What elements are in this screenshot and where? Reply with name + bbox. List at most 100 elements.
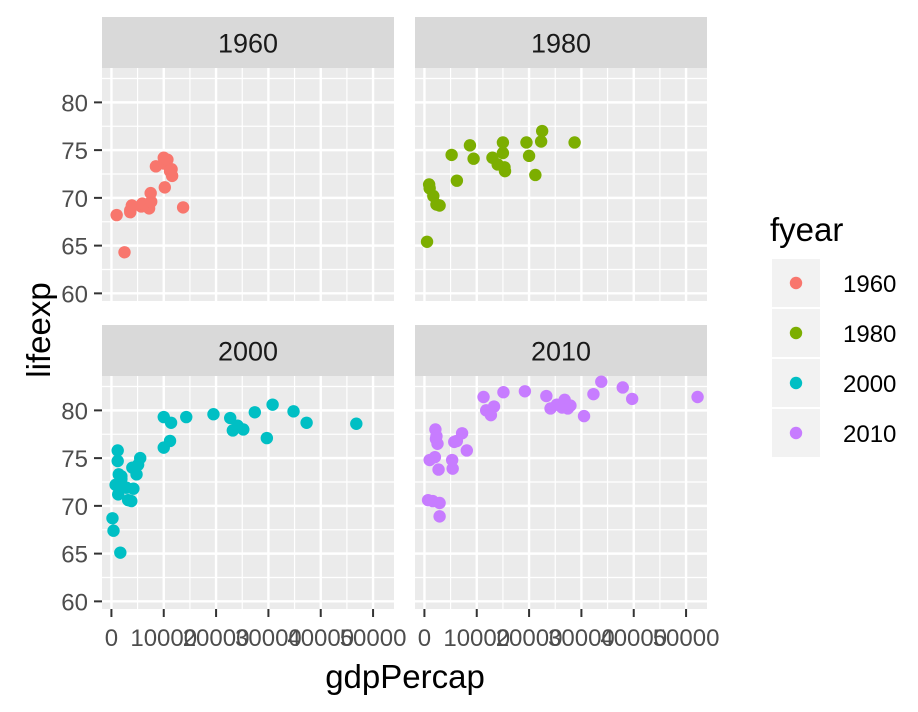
data-point: [625, 392, 639, 406]
data-point: [237, 423, 250, 436]
data-point: [176, 201, 190, 214]
data-point: [498, 164, 512, 178]
data-point: [518, 385, 532, 398]
data-point: [433, 496, 446, 510]
facet-strip: [415, 325, 707, 376]
x-tick-label: 40000: [600, 625, 667, 652]
legend-swatch: [789, 326, 803, 340]
data-point: [420, 235, 434, 248]
data-point: [144, 186, 157, 200]
data-point: [429, 423, 442, 436]
legend-label: 2000: [843, 371, 896, 398]
data-point: [124, 204, 137, 217]
y-tick-label: 70: [61, 494, 88, 521]
panel-background: [415, 376, 707, 609]
data-point: [127, 482, 140, 495]
data-point: [114, 546, 127, 559]
y-tick-label: 75: [61, 446, 88, 473]
data-point: [520, 136, 533, 149]
x-tick-label: 20000: [183, 625, 250, 652]
legend-item-2000: 2000: [772, 359, 896, 407]
data-point: [432, 463, 445, 476]
data-point: [266, 398, 279, 411]
data-point: [163, 434, 177, 448]
legend-item-2010: 2010: [772, 409, 896, 457]
facet-strip-label: 2000: [218, 337, 278, 367]
x-tick-label: 20000: [496, 625, 563, 652]
data-point: [111, 454, 124, 468]
data-point: [433, 510, 446, 523]
x-tick-label: 50000: [653, 625, 720, 652]
y-tick-label: 80: [61, 398, 88, 425]
data-point: [134, 451, 147, 465]
data-point: [487, 400, 501, 413]
data-point: [433, 199, 446, 212]
y-tick-label: 70: [61, 186, 88, 213]
data-point: [125, 494, 138, 508]
facet-panels: 1960 1980 2000 2010: [102, 17, 707, 609]
data-point: [431, 437, 444, 450]
data-point: [207, 407, 220, 421]
data-point: [445, 453, 459, 467]
panel-background: [102, 68, 394, 301]
data-point: [445, 148, 458, 162]
data-point: [428, 450, 442, 464]
data-point: [616, 381, 629, 394]
data-point: [460, 444, 474, 457]
data-point: [455, 427, 469, 440]
data-point: [477, 390, 490, 404]
y-tick-label: 65: [61, 542, 88, 569]
legend-swatch: [789, 426, 803, 440]
panel-background: [415, 68, 707, 301]
data-point: [540, 389, 553, 403]
data-point: [161, 153, 174, 166]
data-point: [300, 416, 313, 429]
y-axis-title: lifeexp: [20, 282, 57, 377]
data-point: [577, 409, 591, 423]
data-point: [463, 139, 477, 152]
y-tick-label: 75: [61, 138, 88, 165]
data-point: [107, 524, 120, 537]
data-point: [158, 181, 171, 194]
data-point: [467, 152, 480, 165]
data-point: [529, 168, 542, 182]
facet-panel-1980: 1980: [415, 17, 707, 301]
legend-item-1980: 1980: [772, 309, 896, 357]
data-point: [115, 470, 128, 483]
panel-background: [102, 376, 394, 609]
data-point: [496, 146, 510, 160]
x-tick-label: 0: [418, 625, 431, 652]
facet-strip: [102, 325, 394, 376]
data-point: [118, 246, 131, 259]
y-tick-label: 60: [61, 281, 88, 308]
legend-label: 1960: [843, 271, 896, 298]
data-point: [595, 375, 608, 388]
data-point: [164, 416, 178, 429]
data-point: [287, 405, 300, 418]
facet-strip-label: 2010: [531, 337, 591, 367]
data-point: [587, 387, 600, 401]
x-tick-label: 50000: [340, 625, 407, 652]
data-point: [224, 411, 237, 425]
data-point: [535, 124, 549, 138]
data-point: [111, 444, 124, 457]
data-point: [568, 136, 581, 149]
x-axis-title: gdpPercap: [325, 658, 485, 695]
facet-panel-2010: 2010: [415, 325, 707, 609]
legend-item-1960: 1960: [772, 259, 896, 307]
data-point: [564, 399, 577, 412]
data-point: [522, 149, 536, 163]
facet-strip: [415, 17, 707, 68]
facet-strip-label: 1980: [531, 29, 591, 59]
x-tick-label: 10000: [443, 625, 510, 652]
data-point: [248, 406, 262, 419]
data-point: [350, 417, 363, 430]
facet-strip-label: 1960: [218, 29, 278, 59]
legend-swatch: [789, 276, 803, 290]
data-point: [691, 390, 704, 404]
data-point: [106, 512, 119, 525]
legend-label: 1980: [843, 321, 896, 348]
